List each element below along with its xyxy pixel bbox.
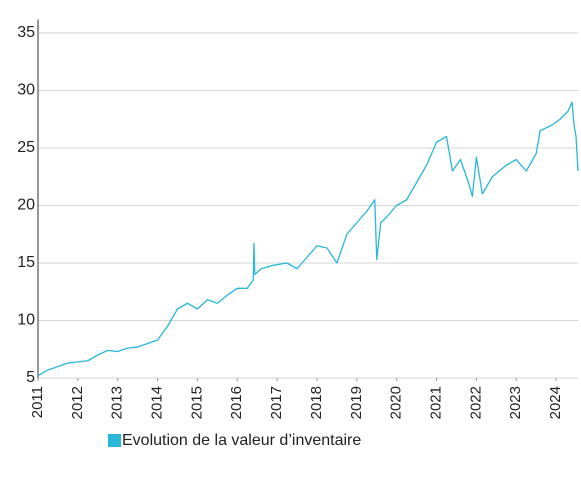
y-tick-label: 15 bbox=[17, 254, 35, 271]
legend-swatch bbox=[108, 434, 121, 447]
x-tick-label: 2020 bbox=[388, 386, 405, 419]
x-tick-label: 2011 bbox=[29, 386, 46, 418]
y-tick-label: 30 bbox=[17, 82, 35, 99]
y-tick-label: 5 bbox=[26, 369, 35, 386]
legend-label: Evolution de la valeur d’inventaire bbox=[122, 432, 361, 449]
x-tick-label: 2021 bbox=[427, 386, 444, 419]
x-tick-label: 2022 bbox=[467, 386, 484, 419]
x-tick-label: 2013 bbox=[109, 386, 126, 419]
y-tick-label: 20 bbox=[17, 197, 35, 214]
x-tick-label: 2019 bbox=[348, 386, 365, 419]
x-tick-label: 2017 bbox=[268, 386, 285, 419]
data-line bbox=[37, 101, 579, 377]
y-tick-label: 25 bbox=[17, 139, 35, 156]
x-tick-label: 2014 bbox=[149, 386, 166, 419]
x-tick-label: 2024 bbox=[547, 386, 564, 419]
x-tick-label: 2015 bbox=[188, 386, 205, 419]
y-tick-label: 35 bbox=[17, 24, 35, 41]
x-tick-label: 2012 bbox=[69, 386, 86, 419]
x-tick-label: 2023 bbox=[507, 386, 524, 419]
y-tick-label: 10 bbox=[17, 312, 35, 329]
x-tick-label: 2018 bbox=[308, 386, 325, 419]
x-tick-label: 2016 bbox=[228, 386, 245, 419]
